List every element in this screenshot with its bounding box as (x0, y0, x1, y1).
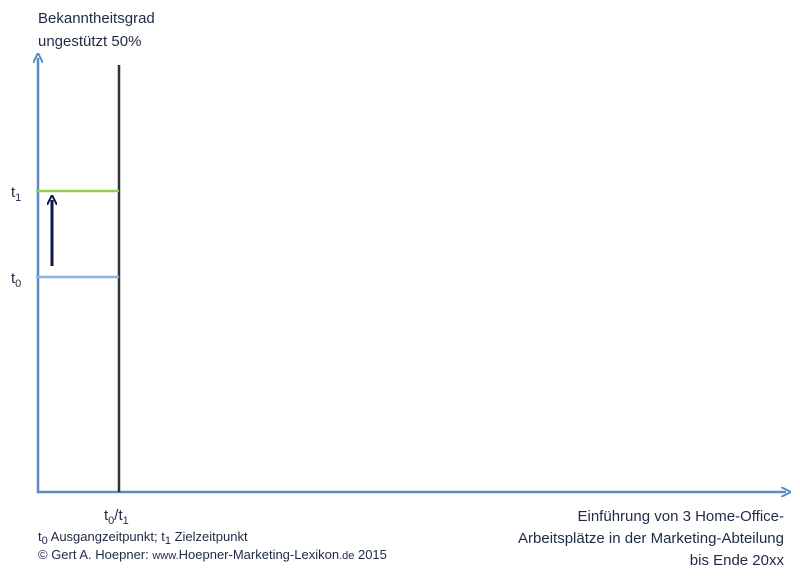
t: t (104, 507, 109, 524)
sub: 0 (42, 535, 48, 547)
text: Zielzeitpunkt (171, 529, 248, 544)
y-label: ungestützt 50% (38, 33, 141, 50)
text: 2015 (354, 547, 387, 562)
sub: 1 (15, 192, 21, 204)
sep: / (114, 507, 119, 524)
level-label: t1 (11, 184, 21, 204)
sub: 0 (15, 278, 21, 290)
x-marker: t0/t1 (104, 507, 129, 527)
text: Hoepner-Marketing-Lexikon (179, 547, 339, 562)
x-label: Arbeitsplätze in der Marketing-Abteilung (518, 530, 784, 547)
text: Ausgangzeitpunkt; (48, 529, 161, 544)
level-label: t0 (11, 270, 21, 290)
t: t (38, 529, 42, 544)
sub: 0 (108, 515, 114, 527)
text: © Gert A. Hoepner: (38, 547, 152, 562)
x-label: bis Ende 20xx (690, 552, 785, 569)
t: t (11, 270, 16, 287)
t: t (118, 507, 123, 524)
text: www. (151, 550, 178, 562)
y-label: Bekanntheitsgrad (38, 10, 155, 27)
text: .de (339, 550, 354, 562)
t: t (11, 184, 16, 201)
legend: t0 Ausgangzeitpunkt; t1 Zielzeitpunkt (38, 529, 248, 547)
sub: 1 (165, 535, 171, 547)
sub: 1 (123, 515, 129, 527)
copyright: © Gert A. Hoepner: www.Hoepner-Marketing… (38, 547, 387, 562)
x-label: Einführung von 3 Home-Office- (578, 508, 785, 525)
t: t (161, 529, 165, 544)
